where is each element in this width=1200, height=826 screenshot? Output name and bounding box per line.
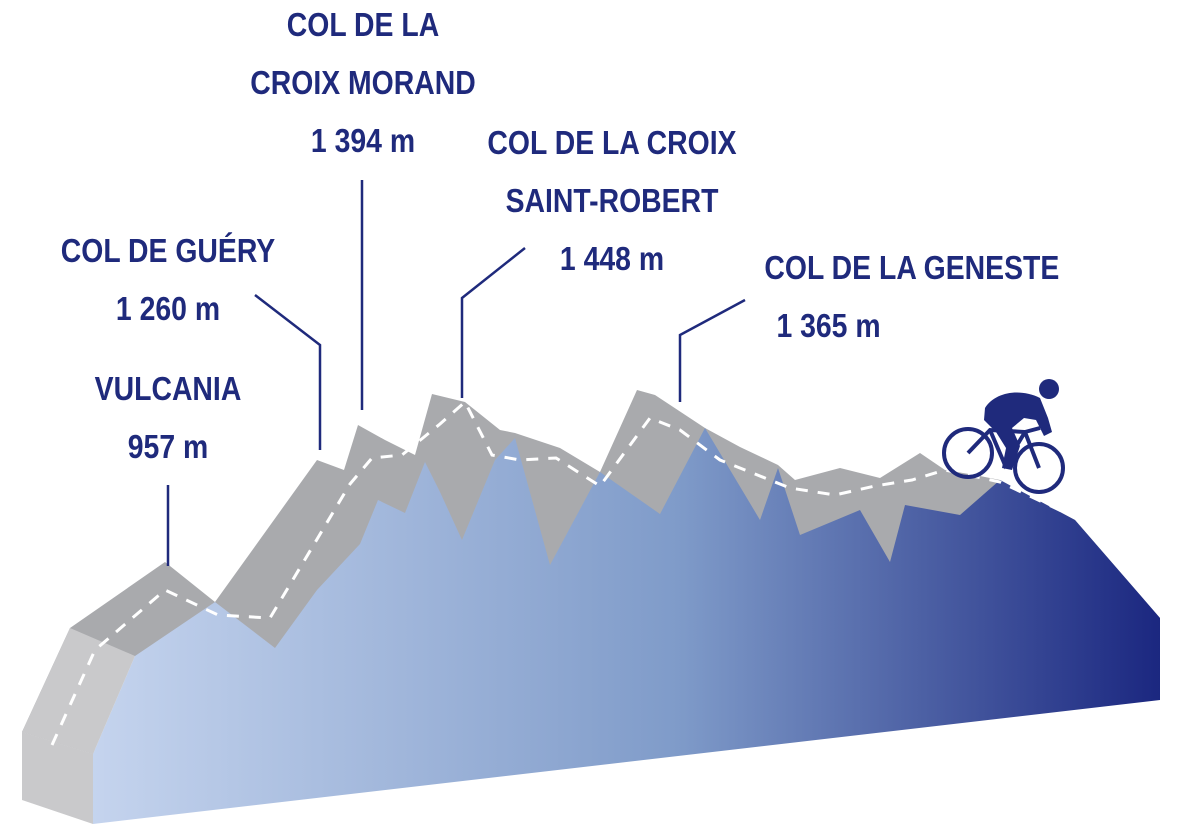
road-center-dashes	[50, 399, 1071, 746]
leader-croix-saint-robert	[460, 247, 526, 398]
road-front-edge	[22, 628, 135, 754]
pass-label-croix-morand: COL DE LA CROIX MORAND 1 394 m	[234, 0, 492, 170]
pass-label-croix-saint-robert: COL DE LA CROIX SAINT-ROBERT 1 448 m	[479, 114, 746, 288]
mountain-face	[93, 428, 1160, 824]
pass-name-line: COL DE LA	[286, 6, 440, 43]
pass-label-vulcania: VULCANIA 957 m	[82, 360, 254, 476]
pass-name-line: SAINT-ROBERT	[505, 182, 719, 219]
pass-name-line: COL DE GUÉRY	[60, 232, 276, 269]
leader-geneste	[678, 298, 746, 402]
pass-altitude: 1 365 m	[776, 307, 881, 344]
pass-altitude: 1 260 m	[115, 290, 221, 327]
pass-name-line: VULCANIA	[94, 370, 242, 407]
pass-altitude: 1 394 m	[310, 122, 416, 159]
pass-label-geneste: COL DE LA GENESTE 1 365 m	[764, 239, 1060, 355]
leader-guery	[254, 294, 322, 450]
leader-lines	[166, 180, 746, 566]
pass-name-line: COL DE LA GENESTE	[764, 249, 1060, 286]
pass-altitude: 1 448 m	[559, 240, 665, 277]
pass-name-line: COL DE LA CROIX	[487, 124, 737, 161]
road-side-left	[22, 732, 93, 824]
pass-label-guery: COL DE GUÉRY 1 260 m	[56, 222, 280, 338]
pass-name-line: CROIX MORAND	[250, 64, 476, 101]
pass-altitude: 957 m	[127, 428, 209, 465]
cyclist-icon	[942, 379, 1065, 494]
